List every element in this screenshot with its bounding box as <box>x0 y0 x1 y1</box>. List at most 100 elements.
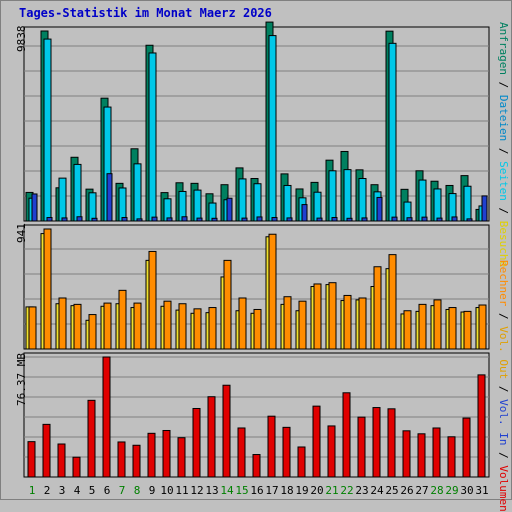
day-label-22: 22 <box>340 484 353 497</box>
bar-rechner-day-10 <box>163 300 172 350</box>
bar-volumen-day-8 <box>132 444 141 478</box>
day-label-13: 13 <box>205 484 218 497</box>
bar-rechner-day-21 <box>328 282 337 350</box>
day-label-20: 20 <box>310 484 323 497</box>
day-label-29: 29 <box>445 484 458 497</box>
bar-volumen-day-7 <box>117 441 126 478</box>
day-label-18: 18 <box>280 484 293 497</box>
bar-seiten-day-25 <box>391 216 398 222</box>
day-label-10: 10 <box>160 484 173 497</box>
bar-dateien-day-12 <box>193 189 202 222</box>
bar-rechner-day-25 <box>388 254 397 350</box>
legend-part-4: Seiten <box>497 161 510 201</box>
bar-rechner-day-28 <box>433 299 442 350</box>
bar-dateien-day-21 <box>328 170 337 222</box>
bar-seiten-day-26 <box>406 217 413 222</box>
legend-part-4: Vol. In <box>497 399 510 446</box>
day-label-30: 30 <box>460 484 473 497</box>
bar-rechner-day-31 <box>478 304 487 350</box>
bar-dateien-day-9 <box>148 52 157 222</box>
bar-volumen-day-9 <box>147 432 156 478</box>
bar-seiten-day-17 <box>271 217 278 222</box>
bar-rechner-day-3 <box>58 297 67 350</box>
bar-volumen-day-27 <box>417 433 426 478</box>
bar-seiten-day-29 <box>451 216 458 222</box>
bar-dateien-day-5 <box>88 192 97 222</box>
bar-rechner-day-18 <box>283 296 292 350</box>
bar-volumen-day-11 <box>177 437 186 478</box>
day-label-6: 6 <box>104 484 111 497</box>
bar-rechner-day-13 <box>208 307 217 350</box>
bar-seiten-day-14 <box>226 197 233 222</box>
bar-dateien-day-16 <box>253 183 262 222</box>
day-label-11: 11 <box>175 484 188 497</box>
bar-rechner-day-8 <box>133 302 142 350</box>
bar-seiten-day-7 <box>121 217 128 222</box>
bar-rechner-day-24 <box>373 266 382 350</box>
day-label-1: 1 <box>29 484 36 497</box>
bar-dateien-day-18 <box>283 184 292 222</box>
day-label-3: 3 <box>59 484 66 497</box>
bar-rechner-day-9 <box>148 250 157 350</box>
day-label-19: 19 <box>295 484 308 497</box>
bar-volumen-day-26 <box>402 430 411 478</box>
top-legend-vertical: Anfragen / Dateien / Seiten / Besuche <box>497 22 510 267</box>
bar-rechner-day-22 <box>343 294 352 350</box>
legend-part-2: Dateien <box>497 94 510 142</box>
bar-rechner-day-26 <box>403 310 412 350</box>
bar-volumen-day-21 <box>327 425 336 478</box>
bottom-legend-vertical: Rechner / Vol. Out / Vol. In / Volumen <box>497 260 510 512</box>
bar-seiten-day-31 <box>481 195 488 222</box>
legend-part-0: Rechner <box>497 260 510 307</box>
bar-seiten-day-19 <box>301 204 308 222</box>
bar-volumen-day-20 <box>312 405 321 478</box>
bar-volumen-day-13 <box>207 396 216 478</box>
middle-panel-max-label: 941 <box>15 223 28 243</box>
bar-seiten-day-9 <box>151 216 158 222</box>
bar-seiten-day-21 <box>331 217 338 222</box>
day-label-8: 8 <box>134 484 141 497</box>
bar-seiten-day-18 <box>286 217 293 222</box>
bar-dateien-day-25 <box>388 42 397 222</box>
legend-part-5: / <box>497 200 510 221</box>
bar-rechner-day-19 <box>298 300 307 350</box>
bar-volumen-day-14 <box>222 384 231 478</box>
bar-rechner-day-6 <box>103 302 112 350</box>
day-label-16: 16 <box>250 484 263 497</box>
bar-volumen-day-23 <box>357 416 366 478</box>
bar-dateien-day-28 <box>433 188 442 222</box>
bar-volumen-day-12 <box>192 407 201 478</box>
day-label-17: 17 <box>265 484 278 497</box>
bar-dateien-day-22 <box>343 169 352 222</box>
bar-volumen-day-1 <box>27 441 36 478</box>
bar-seiten-day-6 <box>106 173 113 222</box>
bar-rechner-day-2 <box>43 228 52 350</box>
day-label-12: 12 <box>190 484 203 497</box>
bar-dateien-day-2 <box>43 38 52 222</box>
day-label-9: 9 <box>149 484 156 497</box>
bar-dateien-day-30 <box>463 185 472 222</box>
day-label-4: 4 <box>74 484 81 497</box>
day-label-27: 27 <box>415 484 428 497</box>
bar-volumen-day-22 <box>342 392 351 478</box>
bar-dateien-day-4 <box>73 163 82 222</box>
bar-dateien-day-3 <box>58 177 67 222</box>
bar-rechner-day-27 <box>418 303 427 350</box>
bottom-panel-max-label: 76.37 MB <box>15 353 28 406</box>
bar-volumen-day-19 <box>297 446 306 478</box>
bar-seiten-day-4 <box>76 216 83 222</box>
bar-rechner-day-23 <box>358 297 367 350</box>
day-label-31: 31 <box>475 484 488 497</box>
bar-seiten-day-27 <box>421 216 428 222</box>
day-label-14: 14 <box>220 484 234 497</box>
bar-rechner-day-11 <box>178 303 187 350</box>
legend-part-3: / <box>497 379 510 400</box>
day-label-26: 26 <box>400 484 413 497</box>
bar-volumen-day-4 <box>72 456 81 478</box>
top-panel-max-label: 9838 <box>15 25 28 53</box>
bar-dateien-day-27 <box>418 179 427 222</box>
bar-rechner-day-12 <box>193 308 202 350</box>
day-label-15: 15 <box>235 484 248 497</box>
bar-rechner-day-29 <box>448 307 457 350</box>
